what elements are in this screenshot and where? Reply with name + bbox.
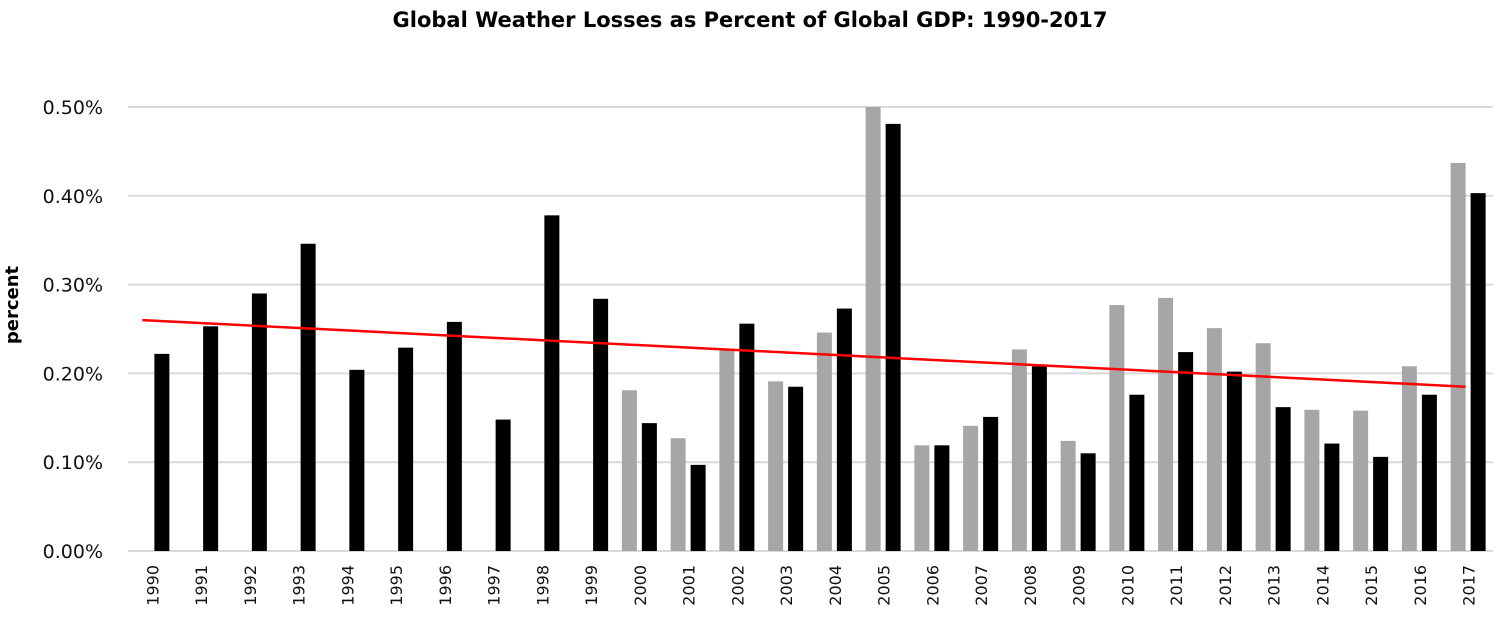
bar-grey-2011 (1158, 297, 1174, 551)
y-tick-label: 0.00% (43, 541, 103, 563)
bar-black-2017 (1470, 193, 1486, 552)
bar-black-1998 (544, 215, 560, 551)
x-tick-label: 1998 (533, 565, 552, 606)
bar-black-2014 (1324, 443, 1340, 551)
bar-grey-2007 (963, 425, 979, 551)
x-tick-label: 2016 (1411, 565, 1430, 606)
y-tick-label: 0.20% (43, 363, 103, 385)
bar-black-1999 (593, 298, 609, 551)
x-tick-label: 2004 (826, 565, 845, 606)
bar-grey-2008 (1011, 349, 1027, 551)
x-tick-label: 2009 (1070, 565, 1089, 606)
bar-black-2009 (1080, 453, 1096, 551)
bar-grey-2001 (670, 438, 686, 551)
x-tick-label: 2008 (1021, 565, 1040, 606)
bar-grey-2004 (816, 332, 832, 551)
bar-black-1995 (398, 347, 414, 551)
x-tick-label: 2005 (875, 565, 894, 606)
x-tick-label: 2001 (680, 565, 699, 606)
bar-black-1992 (251, 293, 267, 551)
x-tick-label: 2010 (1118, 565, 1137, 606)
bar-black-2000 (641, 423, 657, 551)
x-tick-label: 1992 (241, 565, 260, 606)
bar-black-2001 (690, 464, 706, 551)
bar-black-2011 (1178, 352, 1194, 551)
bar-black-2008 (1031, 366, 1047, 551)
bar-black-1991 (203, 326, 219, 551)
x-tick-label: 2007 (972, 565, 991, 606)
y-axis-label: percent (2, 265, 23, 344)
bar-grey-2014 (1304, 409, 1320, 551)
bar-grey-2002 (719, 349, 735, 551)
bar-black-1997 (495, 419, 511, 551)
bar-grey-2010 (1109, 305, 1125, 551)
trendline (142, 318, 1466, 388)
bar-grey-2015 (1353, 410, 1369, 551)
bar-black-1993 (300, 243, 316, 551)
trendline-group (142, 318, 1466, 388)
bar-black-1990 (154, 353, 170, 551)
x-tick-label: 2011 (1167, 565, 1186, 606)
y-tick-labels: 0.00% 0.10% 0.20% 0.30% 0.40% 0.50% (43, 97, 103, 563)
x-tick-label: 2012 (1216, 565, 1235, 606)
x-tick-label: 2002 (728, 565, 747, 606)
x-tick-label: 1995 (387, 565, 406, 606)
bar-black-2002 (739, 323, 755, 551)
bar-black-2010 (1129, 394, 1145, 551)
bar-grey-2016 (1401, 366, 1417, 551)
x-tick-label: 2017 (1460, 565, 1479, 606)
bar-grey-2017 (1450, 162, 1466, 551)
y-tick-label: 0.30% (43, 275, 103, 297)
bar-grey-2003 (768, 381, 784, 551)
bar-grey-2012 (1206, 328, 1222, 551)
x-tick-label: 1996 (436, 565, 455, 606)
bar-black-2015 (1373, 456, 1389, 551)
chart-title: Global Weather Losses as Percent of Glob… (393, 8, 1108, 32)
bar-black-2012 (1226, 371, 1242, 551)
bar-black-2013 (1275, 407, 1291, 551)
bar-grey-2009 (1060, 440, 1076, 551)
x-tick-label: 1994 (338, 565, 357, 606)
x-tick-label: 1999 (582, 565, 601, 606)
bar-black-2007 (983, 416, 999, 551)
x-tick-label: 1990 (143, 565, 162, 606)
bar-black-2006 (934, 445, 950, 551)
x-tick-label: 1997 (485, 565, 504, 606)
x-tick-label: 1991 (192, 565, 211, 606)
bar-grey-2013 (1255, 343, 1271, 551)
x-tick-label: 2013 (1265, 565, 1284, 606)
x-tick-label: 2000 (631, 565, 650, 606)
x-tick-labels: 1990 1991 1992 1993 1994 1995 1996 1997 1998 1999… (143, 565, 1478, 606)
bar-black-2003 (788, 386, 804, 551)
x-tick-label: 2015 (1362, 565, 1381, 606)
bars (154, 107, 1486, 552)
x-tick-label: 2003 (777, 565, 796, 606)
y-tick-label: 0.50% (43, 97, 103, 119)
bar-black-1996 (446, 321, 462, 551)
x-tick-label: 2006 (923, 565, 942, 606)
bar-black-2004 (836, 308, 852, 551)
x-tick-label: 1993 (290, 565, 309, 606)
bar-black-1994 (349, 369, 365, 551)
bar-grey-2006 (914, 445, 930, 551)
bar-grey-2000 (621, 390, 637, 551)
bar-black-2016 (1421, 394, 1437, 551)
x-tick-label: 2014 (1313, 565, 1332, 606)
bar-grey-2005 (865, 107, 881, 551)
bar-black-2005 (885, 123, 901, 551)
y-tick-label: 0.10% (43, 452, 103, 474)
y-tick-label: 0.40% (43, 186, 103, 208)
